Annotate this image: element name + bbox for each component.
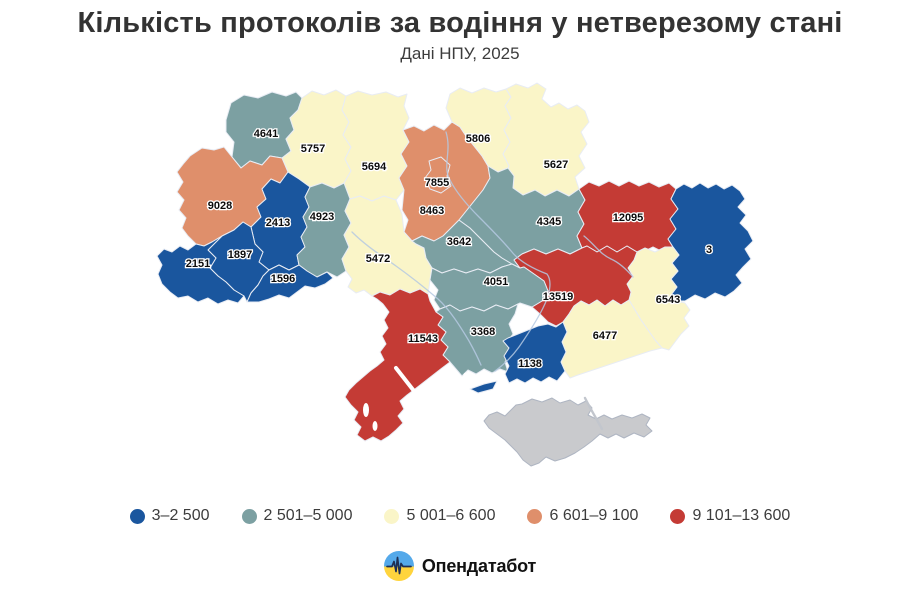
region-value-label: 11543 (408, 333, 438, 345)
region-khmelnytskyi[interactable] (296, 182, 352, 278)
region-chernivtsi[interactable] (246, 264, 334, 303)
legend-dot (527, 508, 543, 524)
region-value-label: 2151 (186, 258, 210, 270)
region-value-label: 2413 (266, 217, 290, 229)
region-value-label: 5806 (466, 133, 490, 145)
region-value-label: 13519 (543, 291, 574, 303)
legend-dot (129, 508, 145, 524)
legend-dot (670, 508, 686, 524)
brand-name: Опендатабот (421, 555, 537, 576)
budjak-lake (372, 421, 378, 431)
region-value-label: 3642 (447, 236, 471, 248)
region-value-labels: 4641 5757 5694 8463 7855 5806 5627 9028 2413 4923… (184, 127, 713, 372)
region-value-label: 12095 (613, 212, 644, 224)
legend-label: 5 001–6 600 (406, 507, 496, 524)
page-title: Кількість протоколів за водіння у нетвер… (77, 7, 843, 39)
page-subtitle: Дані НПУ, 2025 (400, 44, 520, 63)
region-value-label: 1897 (228, 249, 252, 261)
region-kyiv-city[interactable] (424, 156, 452, 194)
region-value-label: 5627 (544, 159, 568, 171)
legend-label: 2 501–5 000 (263, 507, 353, 524)
region-value-label: 4345 (537, 216, 561, 228)
dniester-estuary (394, 366, 416, 393)
region-value-label: 1138 (518, 358, 542, 370)
legend-label: 9 101–13 600 (692, 507, 791, 524)
region-odesa[interactable] (344, 288, 451, 442)
opendatabot-logo-icon (383, 551, 414, 581)
legend-dot (384, 508, 400, 524)
map-regions (156, 82, 754, 467)
legend: 3–2 500 2 501–5 000 5 001–6 600 6 601–9 100… (0, 507, 920, 525)
legend-item: 2 501–5 000 (241, 507, 353, 525)
region-luhansk[interactable] (667, 182, 754, 302)
budjak-lake (363, 403, 369, 417)
region-value-label: 4923 (310, 211, 334, 223)
region-value-label: 9028 (208, 200, 232, 212)
region-value-label: 7855 (425, 177, 449, 189)
river-lines (351, 131, 634, 372)
region-value-label: 5694 (362, 161, 387, 173)
region-value-label: 5472 (366, 253, 390, 265)
region-value-label: 3368 (471, 326, 495, 338)
region-kherson[interactable] (469, 321, 568, 394)
water-details (363, 366, 505, 431)
region-crimea[interactable] (483, 397, 653, 467)
region-sumy[interactable] (502, 82, 590, 197)
region-zakarpattia[interactable] (156, 235, 245, 305)
legend-item: 3–2 500 (129, 507, 210, 525)
opendatabot-brand: Опендатабот (0, 551, 920, 581)
region-value-label: 3 (706, 244, 712, 256)
header: Кількість протоколів за водіння у нетвер… (0, 6, 920, 64)
region-value-label: 6477 (593, 330, 617, 342)
legend-dot (241, 508, 257, 524)
dnipro-buh-estuary (463, 371, 505, 383)
region-value-label: 5757 (301, 143, 325, 155)
legend-item: 9 101–13 600 (670, 507, 790, 525)
arabat-spit (583, 396, 604, 431)
region-zhytomyr[interactable] (341, 90, 410, 202)
legend-item: 5 001–6 600 (384, 507, 495, 525)
region-value-label: 4641 (254, 128, 278, 140)
legend-label: 6 601–9 100 (549, 507, 639, 524)
legend-label: 3–2 500 (151, 507, 210, 524)
region-value-label: 6543 (656, 294, 680, 306)
region-value-label: 4051 (484, 276, 508, 288)
region-value-label: 1596 (271, 273, 295, 285)
region-value-label: 8463 (420, 205, 444, 217)
legend-item: 6 601–9 100 (527, 507, 638, 525)
